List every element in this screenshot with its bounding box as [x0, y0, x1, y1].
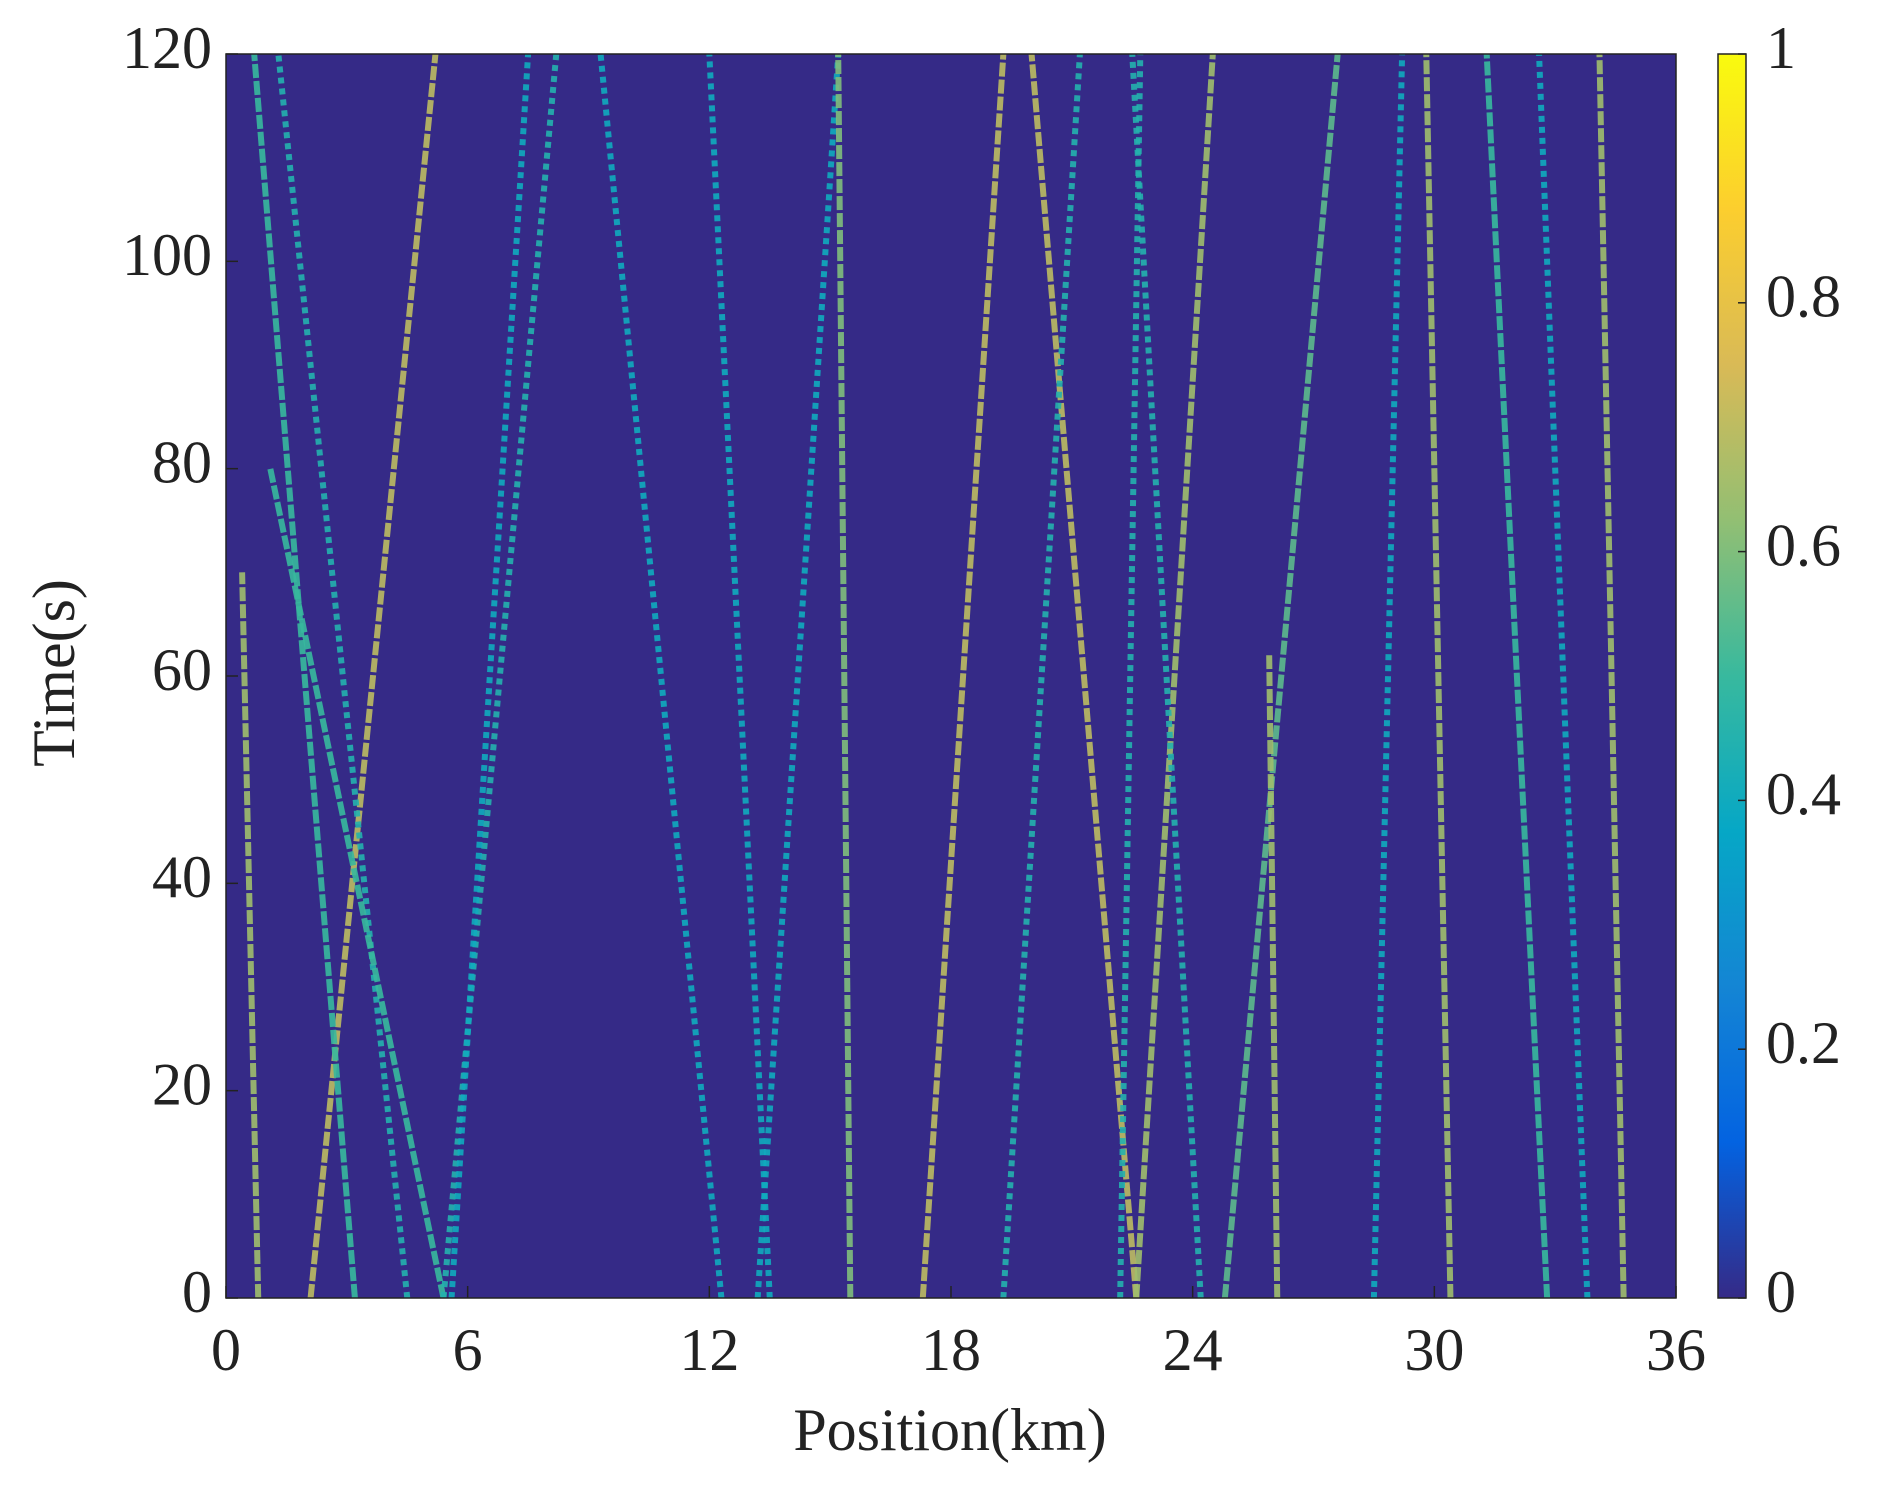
- y-tick-label: 40: [152, 844, 212, 910]
- trajectory: [1129, 53, 1204, 1299]
- x-tick-label: 0: [211, 1317, 241, 1383]
- x-tick-label: 24: [1163, 1317, 1223, 1383]
- y-axis-label: Time(s): [21, 579, 87, 767]
- trajectory: [754, 53, 842, 1299]
- y-tick-label: 80: [152, 429, 212, 495]
- trajectory: [1483, 53, 1551, 1299]
- colorbar-tick-label: 0.2: [1766, 1010, 1841, 1076]
- trajectory: [835, 53, 854, 1299]
- trajectory: [1028, 53, 1140, 1299]
- trajectory: [1000, 53, 1083, 1299]
- trajectory: [1266, 655, 1281, 1299]
- colorbar-tick-label: 0.6: [1766, 512, 1841, 578]
- x-tick-label: 18: [921, 1317, 981, 1383]
- trajectory: [919, 53, 1007, 1299]
- y-tick-label: 100: [122, 222, 212, 288]
- colorbar-tick-label: 1: [1766, 15, 1796, 81]
- trajectory: [1423, 53, 1454, 1299]
- trajectory: [251, 53, 358, 1299]
- y-tick-label: 60: [152, 637, 212, 703]
- y-tick-label: 0: [182, 1259, 212, 1325]
- y-tick-label: 120: [122, 15, 212, 81]
- plot-background: [226, 54, 1676, 1298]
- x-tick-label: 36: [1646, 1317, 1706, 1383]
- x-axis-label: Position(km): [793, 1397, 1106, 1463]
- x-tick-label: 30: [1404, 1317, 1464, 1383]
- trajectory: [1117, 53, 1144, 1299]
- trajectory: [307, 53, 439, 1299]
- trajectory: [1133, 53, 1216, 1299]
- x-tick-label: 6: [453, 1317, 483, 1383]
- x-tick-label: 12: [679, 1317, 739, 1383]
- trajectory: [1221, 53, 1341, 1299]
- trajectory: [706, 53, 773, 1299]
- colorbar-tick-label: 0.8: [1766, 264, 1841, 330]
- y-tick-label: 20: [152, 1051, 212, 1117]
- trajectory: [1596, 53, 1627, 1299]
- trajectory: [448, 53, 532, 1299]
- colorbar-tick-label: 0.4: [1766, 761, 1841, 827]
- colorbar: [1717, 53, 1747, 1299]
- colorbar-tick-label: 0: [1766, 1259, 1796, 1325]
- trajectory: [267, 468, 447, 1299]
- trajectory: [239, 572, 262, 1299]
- trajectory: [1370, 53, 1406, 1299]
- trajectory: [1536, 53, 1591, 1299]
